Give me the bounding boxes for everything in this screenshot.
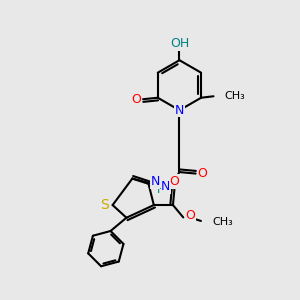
Text: O: O bbox=[186, 209, 196, 223]
Text: S: S bbox=[100, 198, 109, 212]
Text: N: N bbox=[150, 175, 160, 188]
Text: N: N bbox=[175, 104, 184, 117]
Text: CH₃: CH₃ bbox=[212, 218, 233, 227]
Text: H: H bbox=[157, 185, 166, 195]
Text: CH₃: CH₃ bbox=[225, 91, 245, 101]
Text: O: O bbox=[132, 93, 142, 106]
Text: O: O bbox=[197, 167, 207, 180]
Text: O: O bbox=[169, 175, 179, 188]
Text: OH: OH bbox=[170, 38, 189, 50]
Text: N: N bbox=[161, 180, 171, 193]
